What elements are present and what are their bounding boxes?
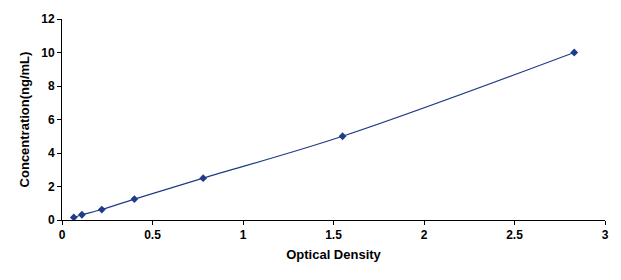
svg-text:4: 4 — [48, 146, 55, 160]
svg-text:8: 8 — [48, 79, 55, 93]
svg-text:1: 1 — [240, 228, 247, 242]
svg-text:1.5: 1.5 — [325, 228, 342, 242]
svg-text:2.5: 2.5 — [506, 228, 523, 242]
svg-text:0: 0 — [59, 228, 66, 242]
svg-text:0.5: 0.5 — [144, 228, 161, 242]
svg-text:3: 3 — [602, 228, 609, 242]
svg-text:10: 10 — [41, 46, 55, 60]
svg-text:12: 12 — [41, 12, 55, 26]
svg-text:6: 6 — [48, 113, 55, 127]
svg-text:2: 2 — [48, 180, 55, 194]
svg-text:2: 2 — [421, 228, 428, 242]
svg-text:Optical Density: Optical Density — [286, 247, 381, 262]
svg-text:0: 0 — [48, 213, 55, 227]
svg-text:Concentration(ng/mL): Concentration(ng/mL) — [17, 52, 32, 188]
